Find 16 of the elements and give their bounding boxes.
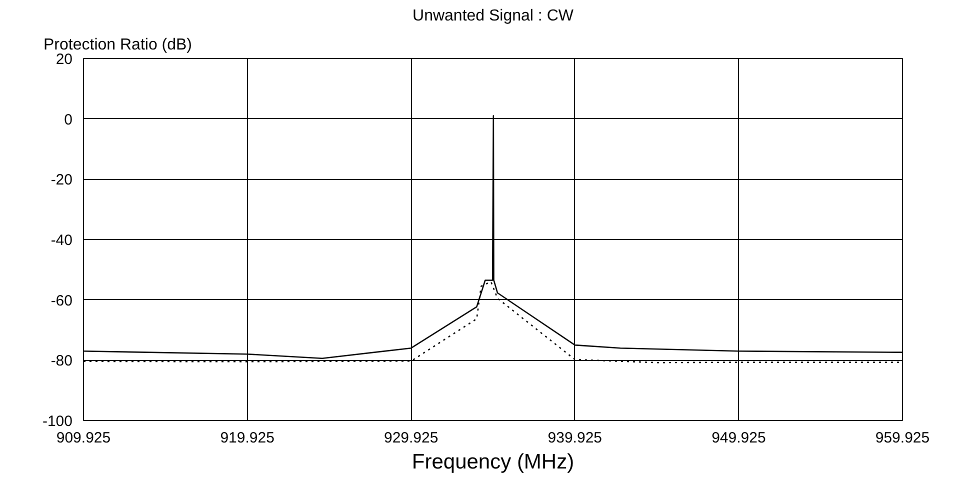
x-tick-label: 919.925 xyxy=(220,430,274,446)
chart-title: Unwanted Signal : CW xyxy=(412,8,574,24)
x-tick-label: 909.925 xyxy=(56,430,111,446)
x-tick-label: 959.925 xyxy=(875,430,930,446)
y-tick-label: -80 xyxy=(50,352,73,370)
x-tick-label: 949.925 xyxy=(712,430,766,446)
x-axis-title: Frequency (MHz) xyxy=(412,450,574,474)
y-tick-label: 20 xyxy=(56,51,73,68)
y-tick-label: -60 xyxy=(50,292,73,310)
x-tick-label: 929.925 xyxy=(384,430,438,446)
y-axis-title: Protection Ratio (dB) xyxy=(44,36,192,54)
y-tick-label: -20 xyxy=(50,172,73,189)
y-tick-label: -40 xyxy=(50,232,73,249)
y-tick-label: 0 xyxy=(64,111,72,128)
x-tick-label: 939.925 xyxy=(548,430,602,446)
y-tick-label: -100 xyxy=(42,413,73,430)
